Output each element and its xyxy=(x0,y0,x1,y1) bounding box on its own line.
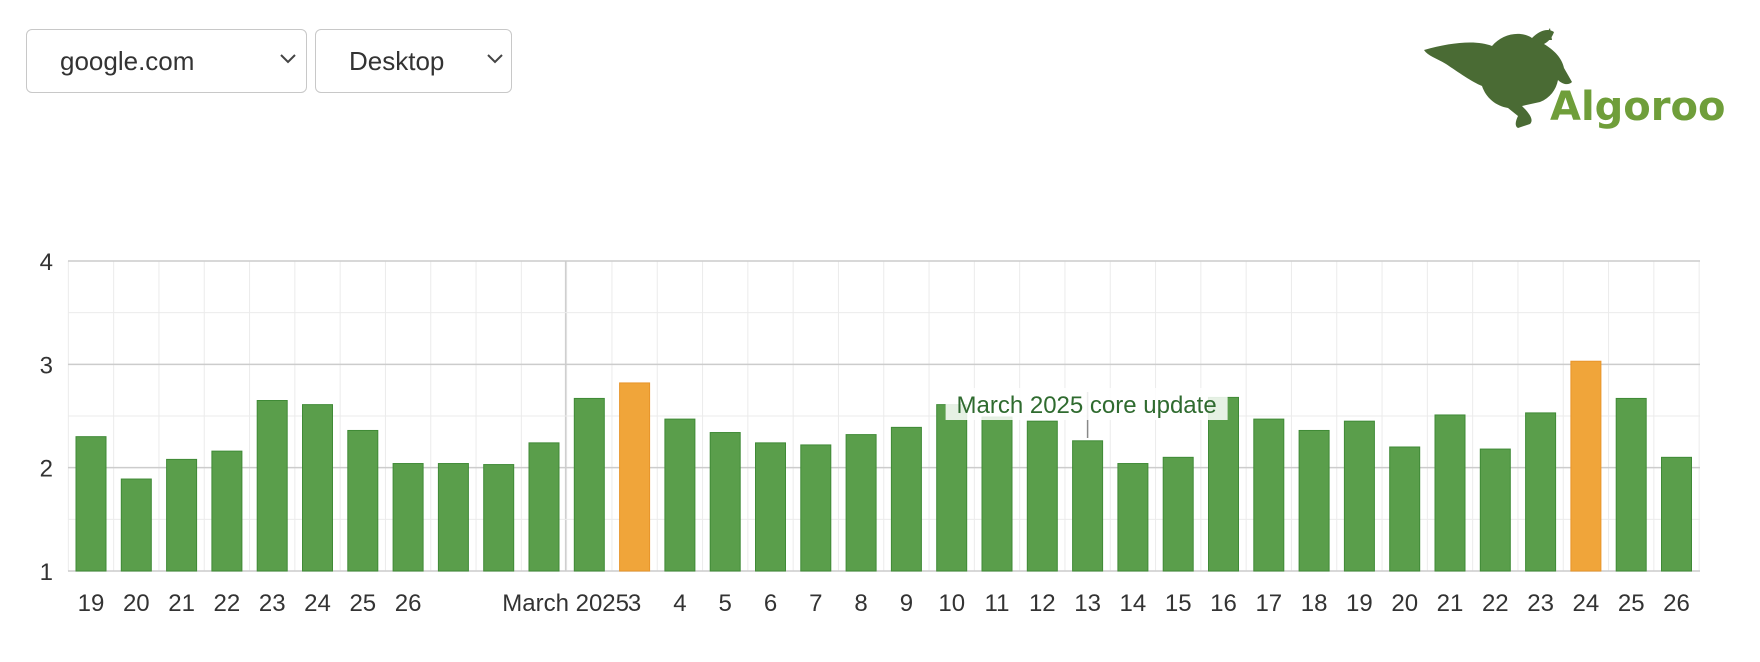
bar xyxy=(1661,456,1692,572)
bar xyxy=(347,429,379,572)
x-tick-label: 20 xyxy=(1391,590,1418,617)
bar xyxy=(1479,448,1511,572)
bar xyxy=(800,444,832,572)
x-tick-label: 26 xyxy=(395,590,422,617)
x-tick-label: 23 xyxy=(259,590,286,617)
y-tick-label: 4 xyxy=(40,249,53,276)
x-tick-label: 18 xyxy=(1301,590,1328,617)
x-tick-label: 19 xyxy=(78,590,105,617)
bar-highlighted xyxy=(619,382,651,572)
x-tick-label: 20 xyxy=(123,590,150,617)
bar xyxy=(573,397,605,572)
x-tick-label: 12 xyxy=(1029,590,1056,617)
x-tick-label: 7 xyxy=(809,590,822,617)
x-tick-label: 6 xyxy=(764,590,777,617)
x-tick-label: 22 xyxy=(214,590,241,617)
x-tick-label: 10 xyxy=(938,590,965,617)
device-select-value: Desktop xyxy=(349,45,445,76)
bar xyxy=(256,400,288,572)
bar xyxy=(528,442,560,572)
bar xyxy=(890,426,922,572)
x-tick-label: 21 xyxy=(168,590,195,617)
bar xyxy=(1253,418,1285,572)
bar xyxy=(211,450,243,572)
bar xyxy=(1208,396,1239,572)
x-tick-label: 3 xyxy=(628,590,641,617)
device-select[interactable]: Desktop xyxy=(315,29,512,93)
x-tick-label: 11 xyxy=(985,590,1010,617)
bar xyxy=(1343,420,1375,572)
kangaroo-icon xyxy=(1424,28,1572,128)
bar xyxy=(1298,429,1330,572)
x-tick-label: 9 xyxy=(900,590,913,617)
bar xyxy=(437,463,469,572)
x-tick-label: 21 xyxy=(1437,590,1464,617)
bar xyxy=(1117,463,1149,572)
chart-bars xyxy=(75,360,1692,572)
bar xyxy=(392,463,424,572)
x-tick-label: 5 xyxy=(719,590,732,617)
annotation-label: March 2025 core update xyxy=(957,392,1217,419)
x-tick-label: 23 xyxy=(1527,590,1554,617)
annotation-label-background xyxy=(945,388,1228,420)
domain-select[interactable]: google.com xyxy=(26,29,307,93)
bar xyxy=(1434,414,1466,572)
domain-select-value: google.com xyxy=(60,45,195,76)
y-tick-label: 1 xyxy=(40,559,53,586)
x-tick-label: 14 xyxy=(1120,590,1147,617)
bar xyxy=(120,478,152,572)
x-tick-label: 19 xyxy=(1346,590,1373,617)
x-tick-label: 26 xyxy=(1663,590,1690,617)
bar xyxy=(1162,456,1194,572)
y-tick-label: 2 xyxy=(40,456,53,483)
x-tick-label: 15 xyxy=(1165,590,1192,617)
bar xyxy=(166,458,198,572)
chart-grid xyxy=(67,260,1700,572)
x-tick-label: 8 xyxy=(854,590,867,617)
x-tick-label: 24 xyxy=(304,590,331,617)
chevron-down-icon xyxy=(280,54,296,64)
bar xyxy=(936,404,968,572)
y-tick-label: 3 xyxy=(40,352,53,379)
x-tick-label: 25 xyxy=(1618,590,1645,617)
algoroo-logo: Algoroo xyxy=(1424,28,1725,130)
x-tick-label: 13 xyxy=(1074,590,1101,617)
bar-highlighted xyxy=(1570,360,1602,572)
bar xyxy=(483,464,515,572)
bar xyxy=(755,442,786,572)
bar xyxy=(1072,440,1104,572)
bar xyxy=(1026,420,1058,572)
x-tick-label: 25 xyxy=(349,590,376,617)
chevron-down-icon xyxy=(487,54,503,64)
bar xyxy=(75,436,107,572)
chart-annotations: March 2025 core update xyxy=(945,388,1228,438)
bar xyxy=(845,434,877,572)
bar xyxy=(1525,412,1557,572)
x-tick-label: 17 xyxy=(1255,590,1282,617)
logo-text: Algoroo xyxy=(1550,84,1725,130)
x-tick-label: 4 xyxy=(673,590,686,617)
x-tick-label: 16 xyxy=(1210,590,1237,617)
bar xyxy=(302,404,333,572)
bar xyxy=(1615,397,1647,572)
x-tick-label: 22 xyxy=(1482,590,1509,617)
x-tick-label: March 2025 xyxy=(502,590,629,617)
bar xyxy=(709,432,741,572)
x-tick-label: 24 xyxy=(1573,590,1600,617)
y-axis-labels: 1 2 3 4 xyxy=(40,249,53,586)
bar xyxy=(664,418,696,572)
bar xyxy=(981,416,1013,572)
bar xyxy=(1389,446,1421,572)
